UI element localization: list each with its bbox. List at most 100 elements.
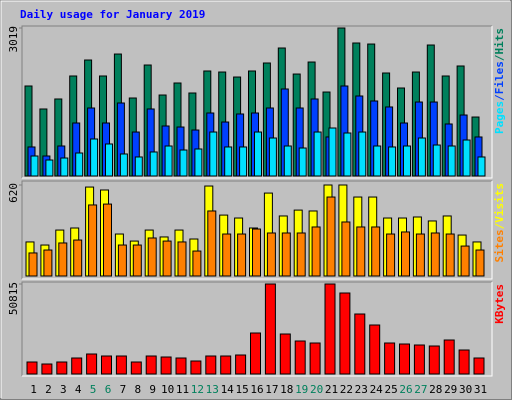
x-tick-label: 12 xyxy=(191,383,204,396)
bar xyxy=(207,210,217,277)
bar xyxy=(45,159,54,177)
legend-separator: / xyxy=(493,54,506,61)
legend: KBytes xyxy=(493,284,506,324)
bar xyxy=(134,156,143,177)
x-tick-label: 17 xyxy=(265,383,278,396)
bar xyxy=(413,344,425,375)
x-tick-label: 4 xyxy=(75,383,82,396)
bar xyxy=(60,157,69,177)
bar xyxy=(252,228,261,277)
bar xyxy=(56,361,68,375)
legend-entry: KBytes xyxy=(493,284,506,324)
bar xyxy=(175,357,187,375)
bar xyxy=(160,356,172,375)
bar xyxy=(339,292,351,375)
bevel xyxy=(22,26,493,179)
bar xyxy=(401,231,410,277)
x-tick-label: 11 xyxy=(176,383,189,396)
bar xyxy=(341,221,351,277)
x-tick-label: 6 xyxy=(105,383,112,396)
x-tick-label: 26 xyxy=(399,383,412,396)
bar xyxy=(205,355,217,375)
bar xyxy=(132,244,142,277)
bar xyxy=(373,145,382,177)
x-tick-label: 2 xyxy=(45,383,52,396)
bevel xyxy=(21,180,492,279)
x-tick-label: 28 xyxy=(429,383,442,396)
x-tick-label: 7 xyxy=(120,383,127,396)
x-tick-label: 13 xyxy=(206,383,219,396)
bar xyxy=(101,355,112,375)
y-tick-label: 3019 xyxy=(7,26,20,53)
bar xyxy=(475,249,485,277)
bar xyxy=(281,232,291,277)
x-tick-label: 19 xyxy=(295,383,308,396)
x-tick-label: 15 xyxy=(235,383,248,396)
bar xyxy=(296,232,306,277)
bar xyxy=(311,226,321,277)
bevel xyxy=(21,25,492,178)
x-tick-label: 29 xyxy=(444,383,457,396)
bar xyxy=(356,226,366,277)
y-tick-label: 620 xyxy=(7,183,20,203)
bar xyxy=(298,147,307,177)
bar xyxy=(354,313,366,375)
bar xyxy=(190,360,202,375)
bevel xyxy=(21,281,492,376)
bar xyxy=(194,148,203,177)
x-tick-label: 8 xyxy=(134,383,141,396)
y-tick-label: 50815 xyxy=(7,282,20,315)
x-tick-label: 27 xyxy=(414,383,427,396)
bar xyxy=(86,353,98,375)
bar xyxy=(447,145,456,177)
bar xyxy=(192,250,202,277)
legend-entry: Sites xyxy=(493,229,506,262)
bevel xyxy=(22,181,493,280)
bar xyxy=(458,349,470,375)
bar xyxy=(432,144,441,177)
x-tick-label: 5 xyxy=(90,383,97,396)
bar xyxy=(462,139,471,177)
x-tick-label: 23 xyxy=(355,383,368,396)
x-tick-label: 24 xyxy=(370,383,384,396)
bar xyxy=(162,240,172,277)
bar xyxy=(103,203,112,277)
bar xyxy=(313,131,322,177)
bar xyxy=(26,361,38,375)
bar xyxy=(266,232,276,277)
bar xyxy=(254,131,262,177)
bar xyxy=(399,343,410,375)
bar xyxy=(130,361,142,375)
bar xyxy=(71,357,83,375)
bar xyxy=(179,149,188,177)
bar xyxy=(164,145,173,177)
bar xyxy=(279,333,291,375)
bar xyxy=(145,355,157,375)
bar xyxy=(90,138,99,177)
bar xyxy=(43,249,53,277)
x-tick-label: 18 xyxy=(280,383,293,396)
bar xyxy=(237,233,247,277)
x-tick-label: 9 xyxy=(149,383,156,396)
bar xyxy=(209,131,218,177)
bar xyxy=(358,131,367,177)
bar xyxy=(460,245,470,277)
bar xyxy=(73,239,83,277)
legend-entry: Files xyxy=(493,61,506,94)
bar xyxy=(117,244,127,277)
bar xyxy=(417,137,426,177)
bar xyxy=(384,342,396,375)
bar xyxy=(250,332,261,375)
bar xyxy=(220,355,232,375)
bar xyxy=(428,345,440,375)
x-tick-label: 30 xyxy=(459,383,472,396)
bar xyxy=(415,233,425,277)
bar xyxy=(309,342,321,375)
bar xyxy=(235,354,247,375)
x-tick-label: 21 xyxy=(325,383,338,396)
x-tick-label: 20 xyxy=(310,383,323,396)
bar xyxy=(326,196,336,277)
legend-entry: Hits xyxy=(493,28,506,55)
